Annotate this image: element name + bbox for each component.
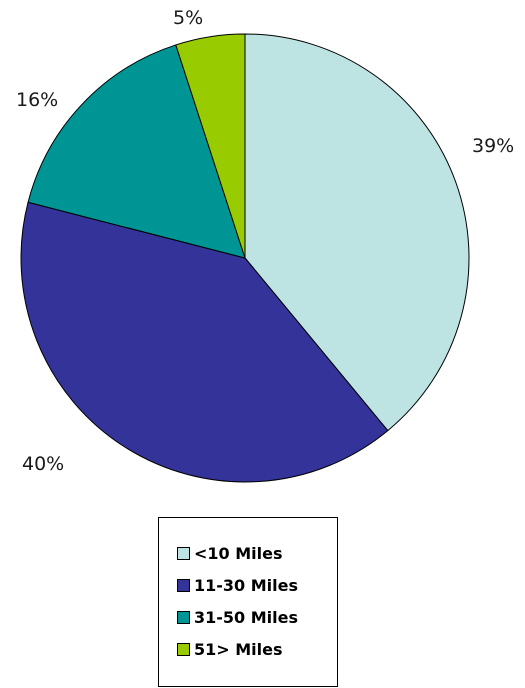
pie-data-label-51-miles: 5% [173,7,203,29]
legend-label-under-10-miles: <10 Miles [194,543,283,563]
legend-item-11-30-miles: 11-30 Miles [177,572,298,598]
chart-legend: <10 Miles 11-30 Miles 31-50 Miles 51> Mi… [158,517,338,687]
pie-data-label-10-miles: 39% [472,135,514,157]
legend-swatch-under-10-miles [177,546,190,560]
legend-swatch-31-50-miles [177,610,190,624]
pie-slice-11-30-miles [20,201,389,483]
legend-swatch-51-plus-miles [177,642,190,656]
pie-slice-51-miles [175,33,246,259]
legend-label-51-plus-miles: 51> Miles [194,639,283,659]
pie-data-label-31-50-miles: 16% [16,89,58,111]
legend-swatch-11-30-miles [177,578,190,592]
pie-slices [20,33,470,483]
pie-slice-10-miles [244,33,470,432]
legend-item-31-50-miles: 31-50 Miles [177,604,298,630]
legend-item-under-10-miles: <10 Miles [177,540,298,566]
pie-data-labels: 39% 40% 16% 5% [16,7,514,475]
legend-list: <10 Miles 11-30 Miles 31-50 Miles 51> Mi… [177,540,298,668]
legend-label-11-30-miles: 11-30 Miles [194,575,299,595]
legend-label-31-50-miles: 31-50 Miles [194,607,299,627]
pie-data-label-11-30-miles: 40% [22,453,64,475]
pie-slice-31-50-miles [27,44,246,259]
legend-item-51-plus-miles: 51> Miles [177,636,298,662]
